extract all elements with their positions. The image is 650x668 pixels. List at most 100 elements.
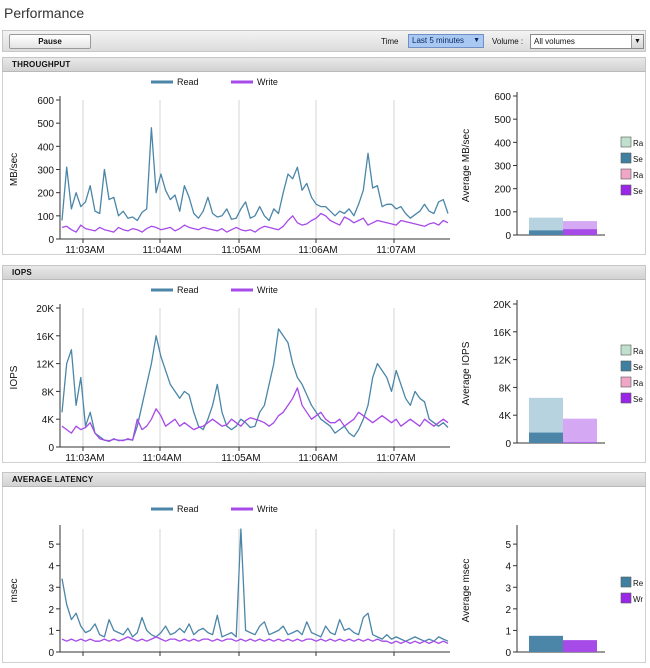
avg-y-tick-label: 4: [505, 562, 511, 573]
x-tick-label: 11:06AM: [298, 453, 337, 463]
y-tick-label: 4: [48, 562, 54, 573]
volume-select[interactable]: All volumes ▼: [530, 34, 644, 49]
x-tick-label: 11:06AM: [298, 245, 337, 255]
legend-write-label: Write: [257, 285, 278, 295]
avg-y-tick-label: 12K: [493, 356, 511, 367]
volume-value: All volumes: [534, 37, 575, 46]
avg-y-tick-label: 600: [494, 92, 511, 103]
avg-y-tick-label: 200: [494, 185, 511, 196]
side-legend-swatch: [620, 168, 632, 180]
side-legend-label: Se: [633, 187, 643, 196]
side-legend-label: Se: [633, 395, 643, 404]
chevron-down-icon: ▼: [473, 37, 480, 44]
side-legend-swatch: [620, 152, 632, 164]
avg-y-tick-label: 4K: [499, 411, 512, 422]
x-tick-label: 11:03AM: [65, 453, 104, 463]
time-range-select[interactable]: Last 5 minutes ▼: [408, 34, 484, 48]
x-tick-label: 11:05AM: [221, 245, 260, 255]
latency-header: AVERAGE LATENCY: [2, 472, 646, 487]
y-tick-label: 500: [37, 119, 54, 130]
side-legend-label: Re: [633, 579, 644, 588]
y-tick-label: 100: [37, 212, 54, 223]
y-tick-label: 1: [48, 626, 54, 637]
y-tick-label: 3: [48, 583, 54, 594]
side-legend-label: Ra: [633, 347, 644, 356]
throughput-chart: Read Write MB/sec 0 100 200 300 400 500 600 11:03A…: [9, 77, 644, 256]
side-legend-swatch: [620, 592, 632, 604]
avg-y-axis-label: Average IOPS: [461, 341, 472, 405]
avg-y-tick-label: 1: [505, 626, 511, 637]
avg-write-seq-bar: [563, 442, 597, 443]
toolbar: Pause Time Last 5 minutes ▼ Volume : All…: [2, 30, 646, 52]
avg-y-tick-label: 8K: [499, 383, 512, 394]
y-tick-label: 0: [48, 235, 54, 246]
read-series-line: [61, 328, 449, 443]
side-legend-label: Wr: [633, 595, 643, 604]
avg-y-tick-label: 16K: [493, 328, 511, 339]
y-axis-label: IOPS: [9, 365, 20, 389]
y-tick-label: 400: [37, 142, 54, 153]
avg-y-axis-label: Average MB/sec: [461, 129, 472, 202]
avg-read-seq-bar: [529, 432, 563, 443]
y-tick-label: 8K: [42, 387, 55, 398]
chevron-down-icon: ▼: [631, 35, 643, 48]
y-tick-label: 600: [37, 96, 54, 107]
side-legend-swatch: [620, 392, 632, 404]
avg-y-tick-label: 400: [494, 138, 511, 149]
legend-read-label: Read: [177, 285, 199, 295]
throughput-panel: THROUGHPUT Read Write MB/sec 0 100 200 300 400 5…: [2, 57, 646, 256]
iops-panel: IOPS Read Write IOPS 0 4K 8K 12K 16K 20K 11:03AM 1…: [2, 265, 646, 464]
iops-header: IOPS: [2, 265, 646, 280]
legend-write-label: Write: [257, 77, 278, 87]
avg-y-tick-label: 3: [505, 583, 511, 594]
avg-y-tick-label: 500: [494, 115, 511, 126]
x-tick-label: 11:04AM: [142, 453, 181, 463]
volume-label: Volume :: [492, 37, 524, 46]
y-axis-label: MB/sec: [9, 153, 20, 186]
read-series-line: [61, 528, 449, 642]
avg-y-axis-label: Average msec: [461, 559, 472, 623]
y-tick-label: 200: [37, 189, 54, 200]
x-tick-label: 11:04AM: [142, 245, 181, 255]
y-tick-label: 20K: [36, 304, 54, 315]
y-tick-label: 5: [48, 540, 54, 551]
side-legend-swatch: [620, 344, 632, 356]
side-legend-swatch: [620, 184, 632, 196]
time-label: Time: [381, 37, 399, 46]
avg-y-tick-label: 300: [494, 162, 511, 173]
avg-write-bar: [563, 640, 597, 652]
avg-y-tick-label: 2: [505, 605, 511, 616]
y-tick-label: 0: [48, 443, 54, 454]
avg-y-tick-label: 0: [505, 231, 511, 242]
write-series-line: [61, 387, 449, 442]
avg-y-tick-label: 20K: [493, 300, 511, 311]
side-legend-swatch: [620, 360, 632, 372]
avg-y-tick-label: 0: [505, 439, 511, 450]
side-legend-label: Ra: [633, 379, 644, 388]
x-tick-label: 11:07AM: [376, 453, 415, 463]
y-axis-label: msec: [9, 579, 20, 603]
write-series-line: [61, 212, 449, 233]
page-title: Performance: [4, 5, 85, 21]
y-tick-label: 12K: [36, 360, 54, 371]
side-legend-label: Se: [633, 155, 643, 164]
side-legend-swatch: [620, 576, 632, 588]
y-tick-label: 300: [37, 166, 54, 177]
avg-y-tick-label: 5: [505, 540, 511, 551]
avg-read-seq-bar: [529, 230, 563, 235]
side-legend-swatch: [620, 376, 632, 388]
write-series-line: [61, 636, 449, 645]
legend-write-label: Write: [257, 504, 278, 514]
avg-y-tick-label: 100: [494, 208, 511, 219]
time-range-value: Last 5 minutes: [412, 36, 465, 45]
legend-read-label: Read: [177, 504, 199, 514]
side-legend-swatch: [620, 136, 632, 148]
pause-button[interactable]: Pause: [9, 34, 91, 49]
y-tick-label: 2: [48, 605, 54, 616]
iops-chart: Read Write IOPS 0 4K 8K 12K 16K 20K 11:03AM 11:04A…: [9, 285, 644, 464]
avg-write-seq-bar: [563, 229, 597, 235]
avg-read-bar: [529, 635, 563, 652]
legend-read-label: Read: [177, 77, 199, 87]
side-legend-label: Ra: [633, 139, 644, 148]
y-tick-label: 16K: [36, 332, 54, 343]
